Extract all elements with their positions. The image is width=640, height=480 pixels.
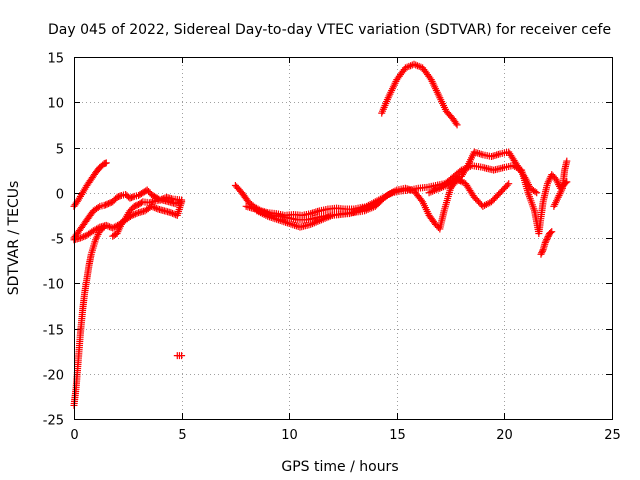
series-track-m (537, 228, 556, 258)
y-tick-label: -10 (43, 278, 64, 293)
series-track-f (173, 352, 186, 360)
data-point (403, 63, 411, 71)
data-point (542, 237, 550, 245)
x-tick-label: 0 (70, 428, 78, 443)
data-layer (70, 60, 571, 409)
plot-frame (74, 57, 613, 420)
data-point (505, 180, 513, 188)
data-point (178, 352, 186, 360)
x-tick-label: 5 (178, 428, 186, 443)
data-point (130, 211, 138, 219)
series-track-e (109, 196, 186, 240)
data-point (391, 187, 399, 195)
data-point (94, 224, 102, 232)
data-point (152, 204, 160, 212)
series-track-l (436, 162, 571, 237)
x-tick-label: 20 (496, 428, 513, 443)
data-point (131, 210, 139, 218)
data-point (151, 204, 159, 212)
data-point (544, 232, 552, 240)
y-tick-label: 0 (56, 188, 64, 203)
data-point (412, 61, 420, 69)
series-track-b (70, 223, 108, 409)
y-tick-label: 5 (56, 143, 64, 158)
series-track-i (253, 175, 513, 233)
x-tick-label: 15 (389, 428, 406, 443)
data-point (104, 222, 112, 230)
data-point (291, 221, 299, 229)
series-track-n (550, 157, 571, 210)
data-point (541, 239, 549, 247)
grid-layer (74, 57, 612, 419)
data-point (80, 233, 88, 241)
data-point (401, 64, 409, 72)
data-point (543, 234, 551, 242)
x-tick-label: 25 (604, 428, 621, 443)
data-point (292, 222, 300, 230)
data-point (538, 247, 546, 255)
data-point (102, 221, 110, 229)
data-point (547, 229, 555, 237)
data-point (76, 234, 84, 242)
y-tick-label: -5 (51, 233, 64, 248)
data-point (405, 62, 413, 70)
data-point (538, 249, 546, 257)
data-point (563, 157, 571, 165)
data-point (531, 188, 539, 196)
data-point (94, 203, 102, 211)
data-point (178, 198, 186, 206)
data-point (413, 62, 421, 70)
data-point (452, 119, 460, 127)
data-point (280, 218, 288, 226)
y-tick-label: 10 (47, 97, 64, 112)
y-tick-label: -15 (43, 324, 64, 339)
data-point (453, 121, 461, 129)
data-point (407, 62, 415, 70)
data-point (537, 250, 545, 258)
chart-title: Day 045 of 2022, Sidereal Day-to-day VTE… (48, 22, 611, 38)
data-point (133, 209, 141, 217)
data-point (503, 181, 511, 189)
data-point (415, 62, 423, 70)
data-point (543, 236, 551, 244)
data-point (533, 189, 541, 197)
series-track-j (378, 60, 461, 129)
x-axis-label: GPS time / hours (281, 459, 398, 475)
data-point (78, 233, 86, 241)
tick-layer: 0 5 10 15 20 25 15 10 5 0 -5 -10 -15 -20 -25 (43, 52, 621, 444)
data-point (129, 193, 137, 201)
data-point (116, 192, 124, 200)
y-axis-label: SDTVAR / TECUs (6, 181, 22, 296)
data-point (102, 159, 110, 167)
y-tick-label: 15 (47, 52, 64, 67)
y-tick-label: -25 (43, 414, 64, 429)
y-tick-label: -20 (43, 369, 64, 384)
data-point (410, 60, 418, 68)
data-point (548, 228, 556, 236)
x-tick-label: 10 (281, 428, 298, 443)
data-point (167, 209, 175, 217)
